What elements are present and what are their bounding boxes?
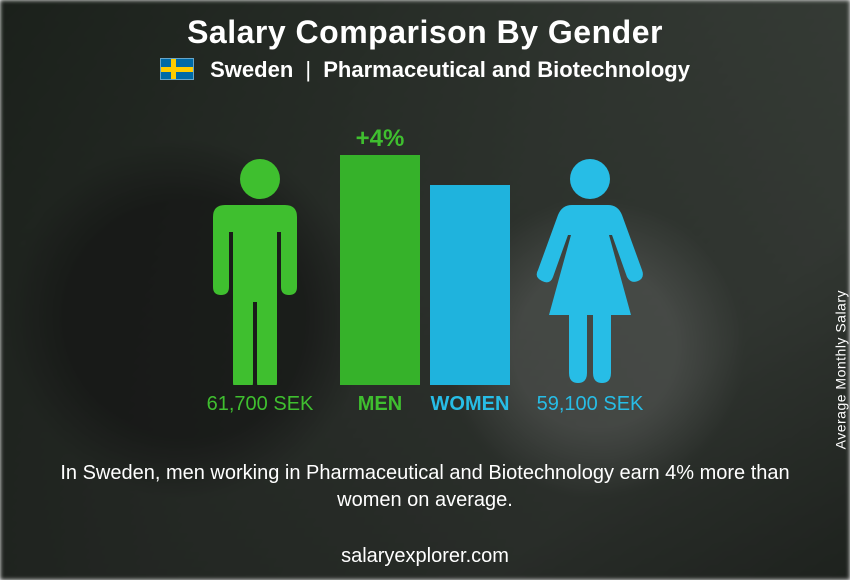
chart-area: +4% 61,700 SEK MEN WOMEN 59,100 SEK [0, 115, 850, 435]
infographic: Salary Comparison By Gender Sweden | Pha… [0, 0, 850, 580]
male-icon [190, 155, 330, 385]
sweden-flag-icon [160, 58, 194, 80]
men-label: MEN [340, 393, 420, 416]
industry-label: Pharmaceutical and Biotechnology [323, 57, 690, 82]
separator: | [305, 57, 311, 82]
axis-label: Average Monthly Salary [832, 290, 848, 449]
country-label: Sweden [210, 57, 293, 82]
footer-source: salaryexplorer.com [0, 545, 850, 568]
caption: In Sweden, men working in Pharmaceutical… [60, 460, 790, 514]
page-title: Salary Comparison By Gender [0, 14, 850, 51]
bar-women [430, 185, 510, 385]
men-value: 61,700 SEK [190, 393, 330, 416]
subtitle: Sweden | Pharmaceutical and Biotechnolog… [0, 57, 850, 83]
bar-men: +4% [340, 155, 420, 385]
women-label: WOMEN [430, 393, 510, 416]
women-value: 59,100 SEK [520, 393, 660, 416]
delta-label: +4% [340, 125, 420, 153]
female-icon [520, 155, 660, 385]
